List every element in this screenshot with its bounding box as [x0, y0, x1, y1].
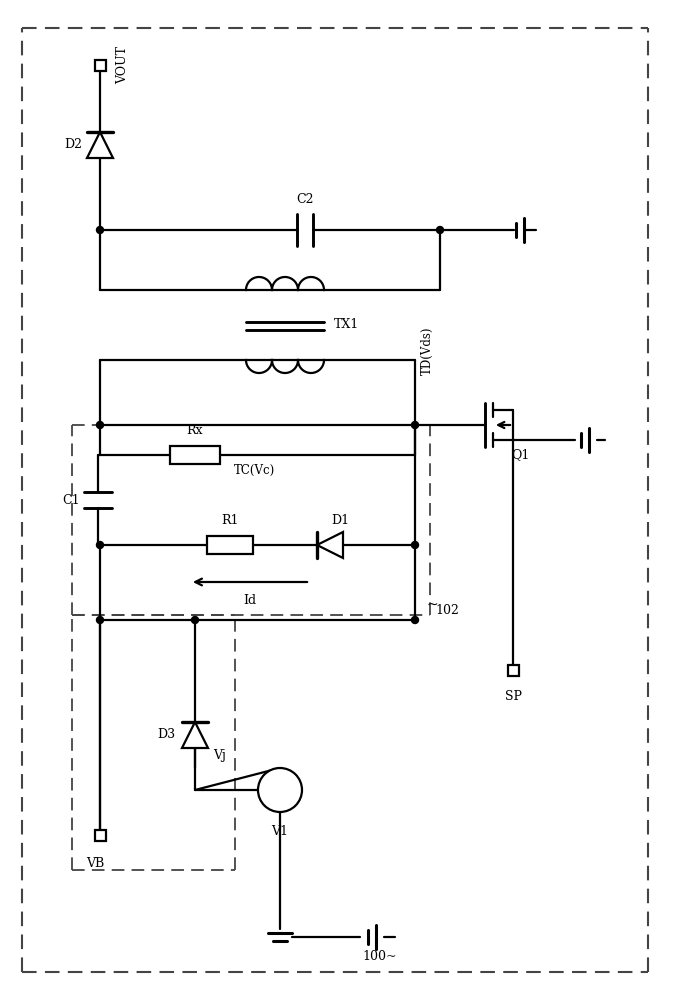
- Text: TC(Vc): TC(Vc): [234, 464, 275, 477]
- Polygon shape: [87, 132, 113, 158]
- Bar: [170, 446, 220, 464]
- Text: Q1: Q1: [511, 448, 529, 462]
- Circle shape: [412, 422, 418, 428]
- Text: 100~: 100~: [362, 950, 396, 963]
- Text: TD(Vds): TD(Vds): [421, 326, 434, 375]
- Text: V1: V1: [271, 825, 288, 838]
- Text: C2: C2: [296, 193, 314, 206]
- Circle shape: [412, 542, 418, 548]
- Text: VB: VB: [86, 857, 104, 870]
- Bar: [95, 830, 105, 840]
- Circle shape: [97, 422, 103, 428]
- Text: +: +: [273, 781, 288, 799]
- Polygon shape: [182, 722, 208, 748]
- Polygon shape: [317, 532, 343, 558]
- Text: D2: D2: [64, 138, 82, 151]
- Circle shape: [97, 616, 103, 624]
- Circle shape: [437, 227, 443, 233]
- Text: VOUT: VOUT: [116, 46, 129, 84]
- Bar: [207, 536, 253, 554]
- Text: Rx: Rx: [187, 424, 203, 437]
- Circle shape: [258, 768, 302, 812]
- Circle shape: [192, 616, 198, 624]
- Text: C1: C1: [62, 493, 80, 506]
- Text: D3: D3: [157, 728, 175, 742]
- Text: R1: R1: [221, 514, 239, 527]
- Bar: [508, 664, 518, 676]
- Text: D1: D1: [331, 514, 349, 527]
- Text: 102: 102: [435, 603, 459, 616]
- Circle shape: [412, 616, 418, 624]
- Circle shape: [97, 542, 103, 548]
- Text: ~: ~: [427, 598, 439, 612]
- Bar: [95, 60, 105, 70]
- Text: Vj: Vj: [213, 748, 226, 762]
- Text: TX1: TX1: [334, 318, 359, 332]
- Text: SP: SP: [504, 690, 522, 703]
- Text: Id: Id: [244, 594, 256, 607]
- Circle shape: [97, 227, 103, 233]
